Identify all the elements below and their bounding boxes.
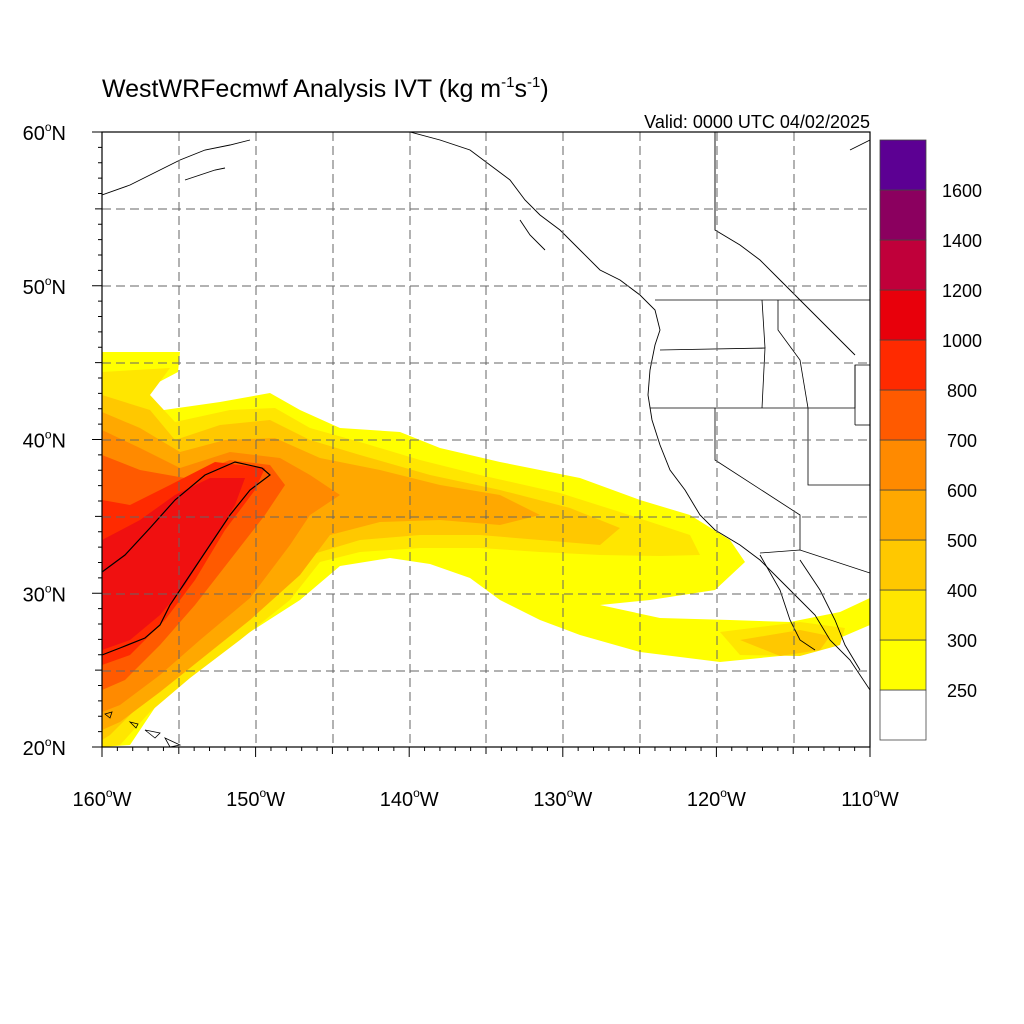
ivt-band-400b: [740, 630, 830, 656]
colorbar-swatch: [879, 139, 927, 191]
colorbar-swatch: [879, 589, 927, 641]
coastlines: [102, 132, 870, 691]
hawaii-islands: [104, 711, 182, 747]
colorbar-level-label: 1200: [942, 281, 982, 301]
lon-tick-label: 110oW: [841, 786, 899, 811]
colorbar-level-label: 600: [947, 481, 977, 501]
longitude-labels: 160oW 150oW 140oW 130oW 120oW 110oW: [73, 786, 899, 811]
colorbar-level-label: 300: [947, 631, 977, 651]
colorbar-swatch: [879, 489, 927, 541]
ivt-contour-1000: [102, 461, 271, 656]
ivt-filled-contours: [102, 352, 870, 747]
colorbar-swatch: [879, 239, 927, 291]
colorbar-level-label: 250: [947, 681, 977, 701]
lon-tick-label: 120oW: [687, 786, 746, 811]
colorbar-swatch: [879, 639, 927, 691]
colorbar-level-label: 1600: [942, 181, 982, 201]
colorbar-swatch: [879, 539, 927, 591]
colorbar-level-label: 500: [947, 531, 977, 551]
lon-tick-label: 150oW: [226, 786, 285, 811]
colorbar-swatch: [879, 189, 927, 241]
latitude-labels: 60oN 50oN 40oN 30oN 20oN: [23, 120, 66, 760]
colorbar-level-label: 700: [947, 431, 977, 451]
colorbar-swatch: [879, 389, 927, 441]
lon-tick-label: 160oW: [73, 786, 132, 811]
colorbar-level-label: 800: [947, 381, 977, 401]
valid-time-label: Valid: 0000 UTC 04/02/2025: [644, 112, 870, 132]
lon-tick-label: 130oW: [533, 786, 592, 811]
ivt-colorbar: 250 300 400 500 600 700 800 1000 1200 1400 1600: [879, 139, 982, 741]
colorbar-level-label: 1400: [942, 231, 982, 251]
colorbar-level-label: 400: [947, 581, 977, 601]
lat-tick-label: 20oN: [23, 735, 66, 760]
map-title: WestWRFecmwf Analysis IVT (kg m-1s-1): [102, 74, 549, 103]
lon-tick-label: 140oW: [380, 786, 439, 811]
colorbar-swatch: [879, 689, 927, 741]
colorbar-swatch: [879, 339, 927, 391]
lat-tick-label: 60oN: [23, 120, 66, 145]
colorbar-swatch: [879, 439, 927, 491]
ivt-band-1000: [102, 478, 245, 650]
state-borders: [650, 299, 870, 574]
gridlines: [102, 132, 870, 747]
lat-tick-label: 50oN: [23, 274, 66, 299]
colorbar-swatch: [879, 289, 927, 341]
lat-tick-label: 30oN: [23, 581, 66, 606]
axis-ticks: [92, 131, 871, 757]
lat-tick-label: 40oN: [23, 428, 66, 453]
colorbar-level-label: 1000: [942, 331, 982, 351]
